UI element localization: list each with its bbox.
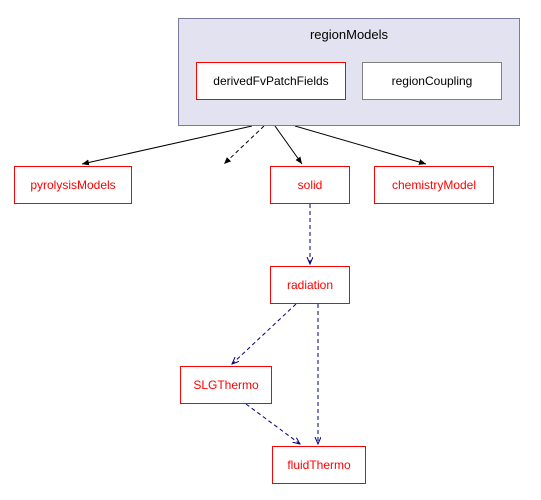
- derivedFvPatchFields-box[interactable]: derivedFvPatchFields: [196, 62, 346, 100]
- edge-3: [295, 126, 426, 164]
- edge-2: [275, 126, 302, 164]
- regionCoupling-box[interactable]: regionCoupling: [362, 62, 502, 100]
- regionCoupling-label: regionCoupling: [392, 74, 473, 88]
- derivedFvPatchFields-label: derivedFvPatchFields: [213, 74, 328, 88]
- edge-5: [232, 304, 296, 364]
- SLGThermo-label: SLGThermo: [193, 378, 258, 392]
- header-title: regionModels: [310, 27, 388, 42]
- chemistryModel-label: chemistryModel: [392, 178, 476, 192]
- chemistryModel-node[interactable]: chemistryModel: [374, 166, 494, 204]
- edge-0: [82, 126, 252, 164]
- SLGThermo-node[interactable]: SLGThermo: [180, 366, 272, 404]
- radiation-node[interactable]: radiation: [270, 266, 350, 304]
- pyrolysisModels-label: pyrolysisModels: [30, 178, 115, 192]
- solid-node[interactable]: solid: [270, 166, 350, 204]
- pyrolysisModels-node[interactable]: pyrolysisModels: [14, 166, 132, 204]
- radiation-label: radiation: [287, 278, 333, 292]
- solid-label: solid: [298, 178, 323, 192]
- edge-1: [224, 126, 264, 164]
- edge-7: [246, 404, 300, 444]
- fluidThermo-label: fluidThermo: [287, 458, 350, 472]
- fluidThermo-node[interactable]: fluidThermo: [272, 446, 366, 484]
